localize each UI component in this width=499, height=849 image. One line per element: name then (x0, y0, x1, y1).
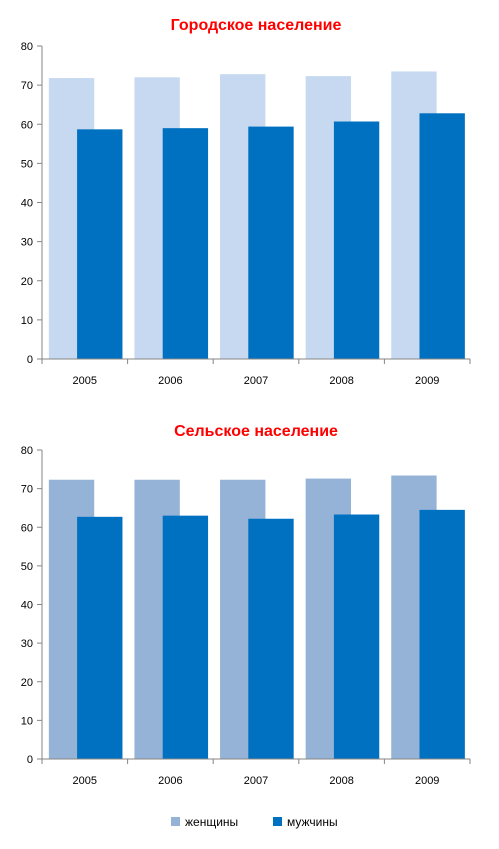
bar-men-2007 (248, 126, 294, 359)
y-tick-label: 40 (21, 198, 33, 210)
bar-men-2006 (162, 515, 209, 759)
x-tick-label: 2007 (244, 775, 268, 787)
bar-men-2008 (333, 514, 380, 759)
y-tick-label: 20 (21, 677, 33, 689)
bar-men-2007 (248, 518, 294, 759)
bar-men-2005 (77, 516, 123, 759)
y-tick-label: 60 (21, 522, 33, 534)
x-tick-label: 2006 (158, 775, 182, 787)
y-tick-label: 20 (21, 276, 33, 288)
y-tick-label: 0 (27, 754, 33, 766)
chart-2: Сельское население 0 10 20 30 40 50 60 70 80 2005 2… (21, 423, 471, 787)
y-tick-label: 70 (21, 484, 33, 496)
chart-1: Городское население 0 10 20 30 40 50 60 70 80 2005… (21, 17, 471, 387)
chart-title: Сельское население (174, 423, 338, 440)
bar-men-2006 (162, 128, 209, 359)
y-tick-label: 0 (27, 354, 33, 366)
x-tick-label: 2005 (73, 375, 97, 387)
legend-swatch (171, 817, 180, 826)
x-tick-label: 2006 (158, 375, 182, 387)
y-tick-label: 40 (21, 600, 33, 612)
chart-title: Городское население (171, 17, 342, 34)
x-tick-label: 2008 (329, 375, 353, 387)
y-tick-label: 70 (21, 80, 33, 92)
y-tick-label: 50 (21, 158, 33, 170)
x-tick-label: 2009 (415, 375, 439, 387)
x-tick-label: 2005 (73, 775, 97, 787)
x-tick-label: 2009 (415, 775, 439, 787)
y-tick-label: 80 (21, 445, 33, 457)
legend: женщины мужчины (171, 815, 338, 829)
x-tick-label: 2008 (329, 775, 353, 787)
x-tick-label: 2007 (244, 375, 268, 387)
legend-label: мужчины (287, 815, 338, 829)
y-tick-label: 30 (21, 237, 33, 249)
bar-men-2009 (419, 113, 465, 359)
legend-label: женщины (185, 815, 238, 829)
legend-swatch (273, 817, 282, 826)
y-tick-label: 10 (21, 715, 33, 727)
y-tick-label: 50 (21, 561, 33, 573)
y-tick-label: 10 (21, 315, 33, 327)
bar-men-2009 (419, 509, 465, 759)
y-tick-label: 80 (21, 41, 33, 53)
bar-men-2005 (77, 129, 123, 359)
y-tick-label: 30 (21, 638, 33, 650)
bar-men-2008 (333, 121, 380, 359)
y-tick-label: 60 (21, 119, 33, 131)
